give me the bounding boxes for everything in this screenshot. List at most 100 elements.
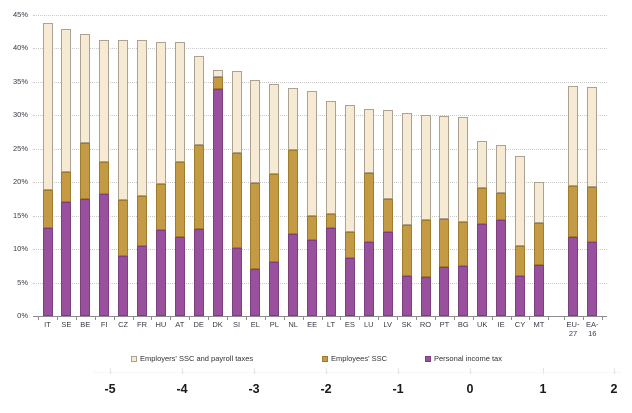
bar-segment-CY-employees-ssc: [515, 245, 525, 276]
y-axis-tick-label: 35%: [12, 76, 28, 86]
bar-segment-SI-personal-income-tax: [231, 248, 242, 316]
bar-segment-FI-employees-ssc: [99, 162, 110, 195]
bar-segment-BE-employees-ssc: [80, 143, 91, 199]
bar-segment-BG-employers-ssc-and-payroll-taxes: [458, 117, 469, 222]
x-axis-category-label-SK: SK: [401, 320, 412, 329]
x-axis-tick: [56, 317, 58, 320]
bar-segment-CY-personal-income-tax: [515, 275, 525, 316]
chart-legend: Employers' SSC and payroll taxes Employe…: [0, 354, 632, 368]
axis-number: -4: [176, 382, 188, 396]
bar-segment-SE-employers-ssc-and-payroll-taxes: [61, 29, 72, 172]
y-axis-tick-label: 30%: [12, 110, 28, 120]
bar-segment-SK-employers-ssc-and-payroll-taxes: [401, 112, 412, 226]
x-axis-category-label-UK: UK: [476, 320, 488, 329]
bar-segment-CZ-personal-income-tax: [118, 255, 129, 316]
x-axis-tick: [491, 317, 493, 320]
bar-segment-LT-personal-income-tax: [326, 228, 336, 316]
x-axis-category-label-HU: HU: [155, 320, 167, 329]
x-axis-category-label-LV: LV: [383, 320, 392, 329]
x-axis-category-label-EL: EL: [250, 320, 260, 329]
legend-item-personal-income-tax: Personal income tax: [425, 354, 502, 363]
legend-item-employers-ssc: Employers' SSC and payroll taxes: [131, 354, 253, 363]
x-axis-tick: [378, 317, 380, 320]
x-axis-category-label-FR: FR: [137, 320, 147, 329]
legend-swatch-employers-ssc: [131, 355, 137, 362]
gridline-45: [33, 15, 607, 16]
y-axis-tick-label: 25%: [12, 143, 28, 153]
bar-segment-HU-personal-income-tax: [155, 230, 166, 316]
x-axis-tick: [548, 317, 550, 320]
axis-number: -5: [104, 382, 116, 396]
axis-number: -3: [248, 382, 260, 396]
x-axis-tick: [245, 317, 247, 320]
bar-segment-EA-16-employers-ssc-and-payroll-taxes: [587, 87, 598, 187]
x-axis-category-label-BE: BE: [80, 320, 91, 329]
x-axis-category-label-DE: DE: [193, 320, 204, 329]
bar-segment-EL-employers-ssc-and-payroll-taxes: [250, 79, 261, 183]
bar-segment-EA-16-employees-ssc: [587, 186, 598, 243]
x-axis-category-label-SE: SE: [61, 320, 72, 329]
x-axis-category-label-AT: AT: [175, 320, 185, 329]
x-axis-tick: [472, 317, 474, 320]
x-axis-category-label-FI: FI: [100, 320, 108, 329]
bar-segment-MT-employers-ssc-and-payroll-taxes: [533, 182, 544, 224]
bar-segment-FR-employers-ssc-and-payroll-taxes: [137, 40, 147, 196]
bar-segment-IE-personal-income-tax: [496, 220, 507, 316]
bar-segment-LT-employers-ssc-and-payroll-taxes: [326, 100, 336, 215]
axis-number: -2: [320, 382, 332, 396]
x-axis-category-label-LU: LU: [364, 320, 374, 329]
axis-number: -1: [392, 382, 404, 396]
y-axis-tick-label: 15%: [12, 210, 28, 220]
secondary-axis-tick: [254, 368, 255, 374]
bar-segment-SE-personal-income-tax: [61, 202, 72, 316]
bar-segment-SE-employees-ssc: [61, 171, 72, 203]
legend-label-employers-ssc: Employers' SSC and payroll taxes: [140, 354, 254, 363]
x-axis-category-label-IT: IT: [44, 320, 51, 329]
secondary-axis-tick: [614, 368, 615, 374]
bar-segment-MT-employees-ssc: [533, 223, 544, 266]
y-axis-tick-label: 10%: [12, 244, 28, 254]
x-axis-tick: [75, 317, 77, 320]
x-axis-category-label-MT: MT: [533, 320, 545, 329]
bar-segment-EU-27-personal-income-tax: [568, 237, 578, 316]
legend-swatch-personal-income-tax: [425, 355, 431, 362]
legend-label-employees-ssc: Employees' SSC: [331, 354, 388, 363]
legend-item-employees-ssc: Employees' SSC: [322, 354, 387, 363]
bar-segment-FR-personal-income-tax: [137, 246, 147, 316]
y-axis-tick-label: 5%: [17, 277, 28, 287]
bar-segment-RO-employers-ssc-and-payroll-taxes: [420, 115, 431, 221]
bar-segment-UK-employees-ssc: [477, 188, 488, 224]
legend-label-personal-income-tax: Personal income tax: [434, 354, 502, 363]
x-axis-tick: [359, 317, 361, 320]
bar-segment-EA-16-personal-income-tax: [587, 242, 598, 316]
x-axis-tick: [582, 317, 584, 320]
bar-segment-SK-employees-ssc: [401, 225, 412, 276]
gridline-15: [33, 215, 607, 217]
x-axis-tick: [510, 317, 512, 320]
axis-number: 0: [466, 382, 474, 396]
x-axis-tick: [602, 317, 603, 320]
bar-segment-DE-personal-income-tax: [193, 229, 204, 316]
bar-segment-EL-employees-ssc: [250, 182, 261, 269]
bar-segment-HU-employers-ssc-and-payroll-taxes: [155, 41, 166, 184]
bar-segment-EL-personal-income-tax: [250, 268, 261, 316]
legend-swatch-employees-ssc: [322, 355, 328, 362]
bar-segment-UK-personal-income-tax: [477, 223, 488, 316]
bar-segment-LU-employees-ssc: [363, 172, 374, 243]
bar-segment-DE-employees-ssc: [193, 144, 204, 230]
bar-segment-NL-employees-ssc: [288, 150, 299, 235]
y-axis-tick-label: 40%: [12, 43, 28, 53]
x-axis-tick: [38, 317, 39, 320]
bar-segment-PL-employees-ssc: [269, 173, 280, 262]
x-axis-tick: [227, 317, 228, 320]
bar-segment-BE-employers-ssc-and-payroll-taxes: [80, 33, 91, 144]
bar-segment-PT-employees-ssc: [439, 219, 450, 268]
gridline-5: [33, 282, 607, 284]
bar-segment-SK-personal-income-tax: [401, 275, 412, 316]
bar-segment-ES-employees-ssc: [344, 231, 355, 259]
bar-segment-LV-personal-income-tax: [382, 232, 393, 316]
x-axis-tick: [563, 317, 565, 320]
x-axis-tick: [208, 317, 210, 320]
x-axis-category-label-NL: NL: [288, 320, 298, 329]
